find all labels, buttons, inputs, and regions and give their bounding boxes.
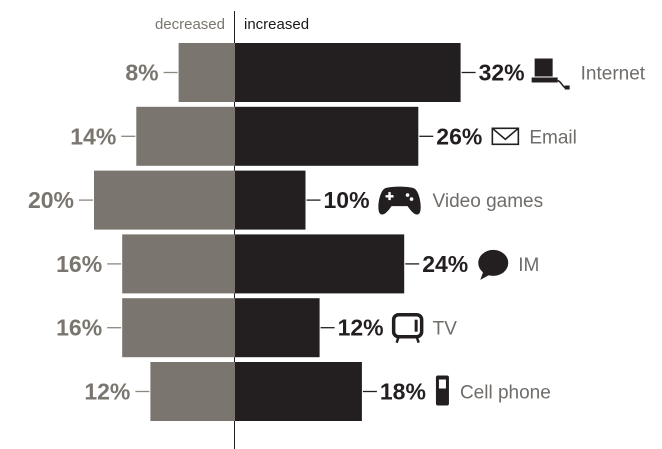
envelope-icon <box>491 127 520 146</box>
value-label-increased: 32% <box>479 60 525 86</box>
value-label-increased: 18% <box>380 379 426 405</box>
bar-decreased <box>178 43 235 102</box>
bar-decreased <box>136 106 235 166</box>
bar-increased <box>235 43 461 102</box>
value-label-decreased: 20% <box>28 187 74 213</box>
category-label: TV <box>433 319 458 340</box>
bar-increased <box>235 170 306 230</box>
value-label-decreased: 16% <box>56 315 102 341</box>
bar-increased <box>235 106 419 166</box>
category-label: Internet <box>581 64 646 85</box>
value-label-decreased: 8% <box>125 60 158 86</box>
category-label: IM <box>518 255 539 276</box>
bar-decreased <box>150 362 235 421</box>
value-label-increased: 24% <box>422 251 468 277</box>
value-label-increased: 26% <box>436 123 482 149</box>
computer-icon <box>531 58 570 90</box>
category-label: Email <box>529 127 577 148</box>
cell-phone-icon <box>435 375 449 406</box>
category-label: Video games <box>433 191 544 212</box>
bar-increased <box>235 234 405 294</box>
header-decreased: decreased <box>154 16 225 33</box>
bar-increased <box>235 362 362 421</box>
chat-bubble-icon <box>478 249 509 280</box>
bar-decreased <box>94 170 235 230</box>
value-label-decreased: 12% <box>84 379 130 405</box>
value-label-increased: 10% <box>324 187 370 213</box>
tv-icon <box>391 312 424 344</box>
header-increased: increased <box>244 16 310 33</box>
value-label-decreased: 14% <box>70 123 116 149</box>
bar-decreased <box>122 234 235 294</box>
bar-decreased <box>122 298 235 358</box>
gamepad-icon <box>378 186 421 215</box>
center-axis <box>234 11 235 449</box>
value-label-increased: 12% <box>338 315 384 341</box>
value-label-decreased: 16% <box>56 251 102 277</box>
category-label: Cell phone <box>460 383 551 404</box>
bar-increased <box>235 298 320 358</box>
